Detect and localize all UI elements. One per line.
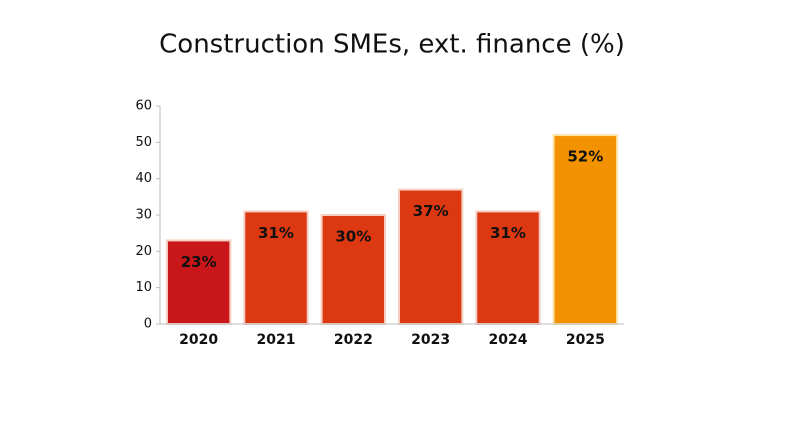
x-tick-label: 2023 xyxy=(411,332,450,348)
bar xyxy=(475,210,541,325)
bar xyxy=(552,134,619,325)
value-label: 30% xyxy=(335,228,371,246)
y-tick-label: 30 xyxy=(135,208,152,223)
y-tick-label: 50 xyxy=(135,135,152,150)
y-tick-label: 60 xyxy=(135,99,152,114)
x-tick-label: 2025 xyxy=(566,332,605,348)
value-label: 31% xyxy=(490,224,526,242)
x-tick-label: 2020 xyxy=(179,332,218,348)
y-tick-label: 20 xyxy=(135,244,152,259)
value-label: 23% xyxy=(181,253,217,271)
bar xyxy=(397,188,464,325)
x-tick-label: 2024 xyxy=(489,332,528,348)
bar xyxy=(320,214,387,325)
bar xyxy=(165,239,232,325)
y-tick-label: 0 xyxy=(144,317,152,332)
y-tick-label: 40 xyxy=(135,171,152,186)
value-label: 37% xyxy=(413,202,449,220)
y-tick-label: 10 xyxy=(135,280,152,295)
x-tick-label: 2021 xyxy=(257,332,296,348)
value-label: 52% xyxy=(567,148,603,166)
x-tick-label: 2022 xyxy=(334,332,373,348)
value-label: 31% xyxy=(258,224,294,242)
chart-title: Construction SMEs, ext. finance (%) xyxy=(159,30,625,60)
